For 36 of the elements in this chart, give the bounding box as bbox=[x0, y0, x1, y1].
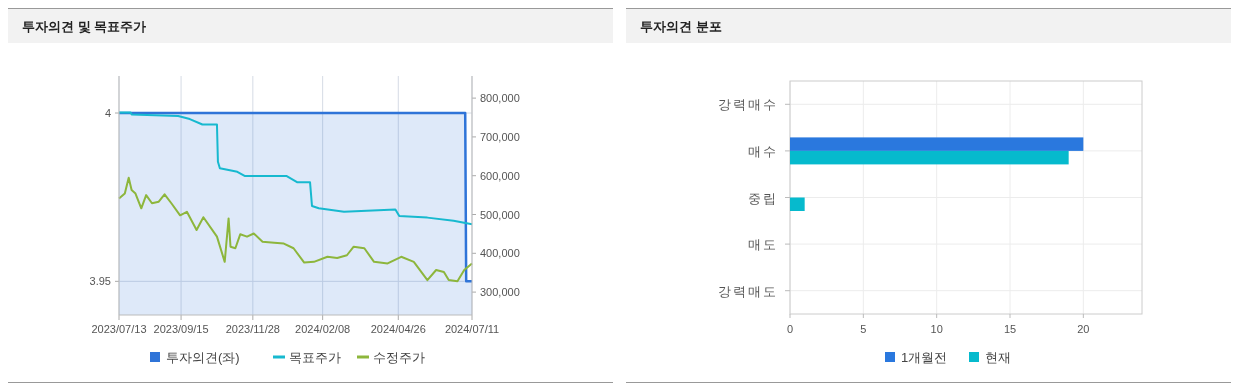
legend-label: 투자의견(좌) bbox=[166, 350, 240, 365]
y2-tick-label: 400,000 bbox=[480, 247, 520, 260]
bar bbox=[790, 197, 805, 211]
x-tick-label: 10 bbox=[930, 323, 943, 335]
text: 투자의견 분포 bbox=[640, 19, 722, 34]
y-tick-label: 매도 bbox=[748, 237, 778, 253]
y2-tick-label: 500,000 bbox=[480, 208, 520, 221]
line-series bbox=[118, 176, 473, 283]
x-tick-label: 2024/04/26 bbox=[370, 323, 426, 335]
chart-title: 투자의견 및 목표주가 bbox=[22, 19, 147, 34]
y2-tick-label: 700,000 bbox=[480, 130, 520, 143]
y2-tick-label: 600,000 bbox=[480, 169, 520, 182]
y2-tick-label: 300,000 bbox=[480, 286, 520, 299]
x-tick-label: 2023/07/13 bbox=[91, 323, 147, 335]
y-tick-label: 강력매수 bbox=[718, 97, 778, 113]
x-tick-label: 2024/02/08 bbox=[295, 323, 351, 335]
bar bbox=[790, 150, 1069, 165]
y-tick-label: 3.95 bbox=[89, 275, 111, 288]
x-tick-label: 5 bbox=[860, 323, 867, 335]
legend-label: 1개월전 bbox=[901, 350, 948, 365]
legend-label: 목표주가 bbox=[289, 350, 341, 365]
x-tick-label: 15 bbox=[1003, 323, 1017, 335]
x-tick-label: 2023/11/28 bbox=[225, 323, 280, 335]
y-tick-label: 강력매도 bbox=[718, 283, 778, 299]
x-tick-label: 20 bbox=[1077, 323, 1090, 335]
x-tick-label: 2024/07/11 bbox=[444, 323, 500, 335]
line-series bbox=[118, 111, 473, 226]
y-tick-label: 4 bbox=[104, 107, 111, 120]
x-tick-label: 0 bbox=[786, 323, 794, 335]
y2-tick-label: 800,000 bbox=[480, 92, 520, 105]
x-tick-label: 2023/09/15 bbox=[153, 323, 209, 335]
bar bbox=[790, 137, 1084, 151]
legend-label: 현재 bbox=[985, 350, 1011, 365]
y-tick-label: 매수 bbox=[748, 143, 778, 159]
legend-label: 수정주가 bbox=[373, 350, 425, 365]
y-tick-label: 중립 bbox=[748, 190, 778, 206]
